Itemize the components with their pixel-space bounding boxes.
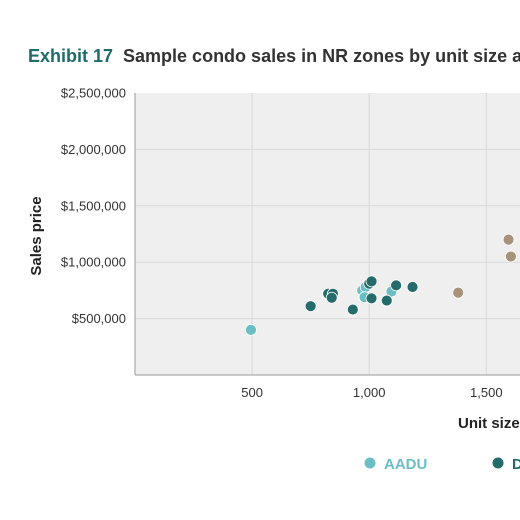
plot-background <box>135 93 520 375</box>
legend-label-aadu: AADU <box>384 456 427 473</box>
data-point <box>406 281 419 293</box>
x-tick-label: 1,000 <box>353 385 386 400</box>
exhibit-header: Exhibit 17 Sample condo sales in NR zones… <box>28 44 520 68</box>
data-point <box>504 250 517 263</box>
x-tick-labels: 500 1,000 1,500 <box>241 385 502 400</box>
data-point <box>380 294 393 307</box>
y-tick-label: $2,000,000 <box>61 142 126 157</box>
data-point <box>390 279 403 292</box>
data-point <box>365 292 378 305</box>
exhibit-label: Exhibit 17 <box>28 46 114 66</box>
x-tick-label: 1,500 <box>470 385 503 400</box>
legend-label-d: D <box>512 456 520 473</box>
x-tick-label: 500 <box>241 385 263 400</box>
data-points <box>245 233 517 336</box>
y-tick-label: $1,500,000 <box>61 198 126 213</box>
legend-marker-aadu <box>364 457 376 469</box>
y-tick-label: $2,500,000 <box>61 86 126 101</box>
gridlines <box>135 93 520 375</box>
data-point <box>245 323 257 336</box>
data-point <box>325 291 338 304</box>
data-point <box>346 303 359 316</box>
y-tick-label: $500,000 <box>72 311 126 326</box>
legend: AADU D <box>364 456 520 473</box>
exhibit-title: Sample condo sales in NR zones by unit s… <box>123 46 520 66</box>
y-tick-labels: $500,000 $1,000,000 $1,500,000 $2,000,000 $2… <box>61 86 126 327</box>
y-tick-label: $1,000,000 <box>61 255 126 270</box>
data-point <box>365 275 378 288</box>
data-point <box>502 233 515 246</box>
data-point <box>452 286 465 299</box>
data-point <box>304 300 317 313</box>
y-axis-title: Sales price <box>28 196 45 275</box>
legend-marker-d <box>492 457 504 469</box>
x-axis-title: Unit size <box>458 415 520 432</box>
